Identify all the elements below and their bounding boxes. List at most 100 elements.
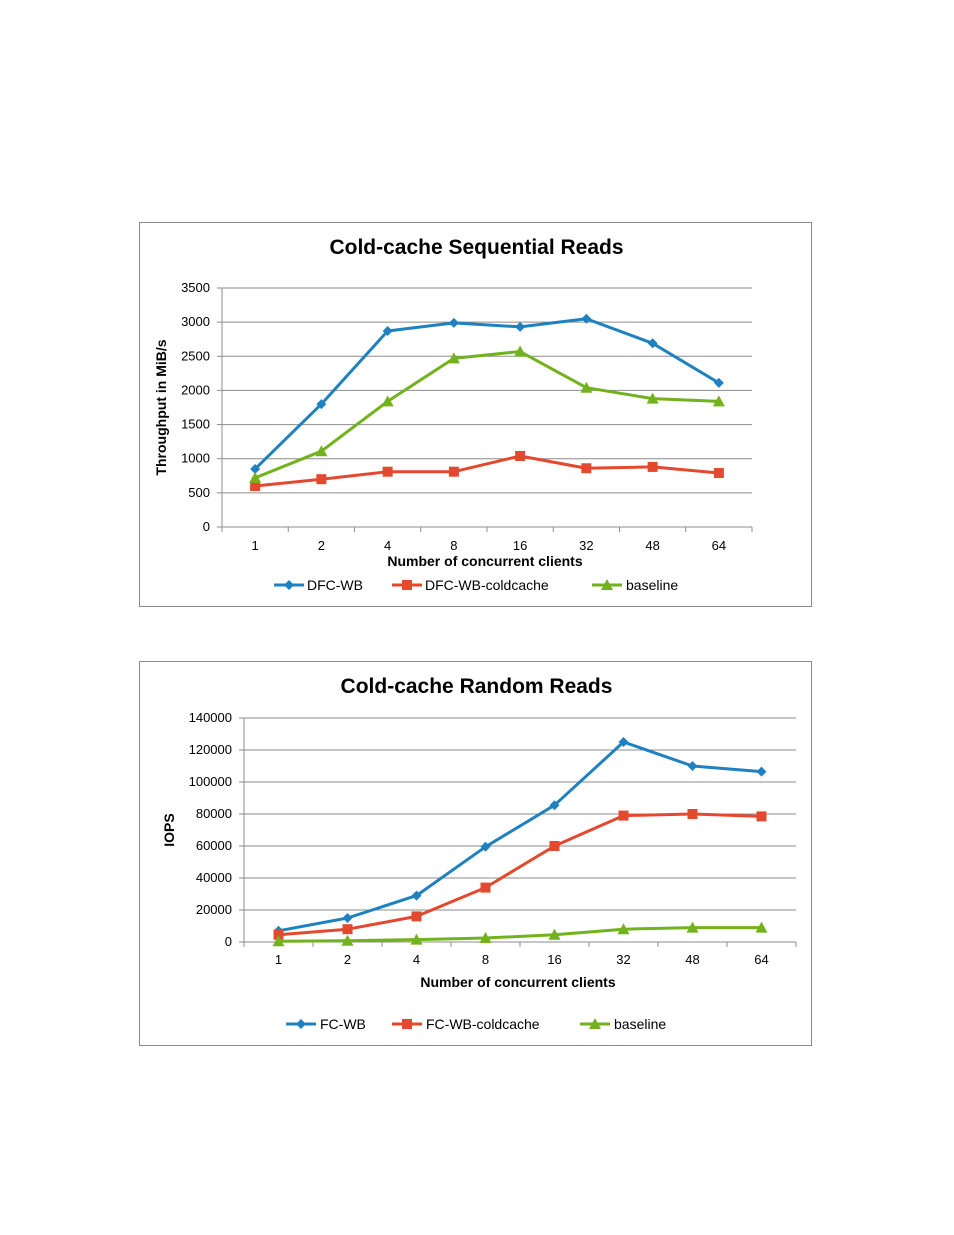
y-axis-label: Throughput in MiB/s [153,339,169,475]
x-tick-label: 16 [513,538,527,553]
x-tick-label: 2 [344,952,351,967]
data-point [411,890,422,901]
legend-marker [284,580,294,590]
data-point [272,935,285,947]
series-fc-wb [273,737,767,936]
legend-item: DFC-WB-coldcache [392,577,549,593]
data-point [687,809,698,819]
legend-label: DFC-WB-coldcache [425,577,549,593]
data-point [448,466,459,477]
data-point [447,352,460,364]
data-point [712,395,725,407]
y-tick-label: 500 [188,485,210,500]
data-point [514,345,527,357]
y-tick-label: 0 [225,934,232,949]
data-point [479,932,492,943]
legend-label: baseline [626,577,678,593]
legend-item: FC-WB [286,1016,366,1032]
data-point [273,929,284,940]
data-point [755,921,768,933]
data-point [647,461,658,472]
data-point [713,377,724,388]
data-point [647,338,658,349]
data-point [756,766,767,777]
data-point [342,913,353,923]
x-tick-label: 1 [275,952,282,967]
data-point [250,463,261,474]
y-tick-label: 0 [203,519,210,534]
x-tick-label: 4 [413,952,420,967]
legend-item: baseline [580,1016,666,1032]
chart-sequential-reads: Cold-cache Sequential Reads 0 500 1000 1500 2… [139,222,812,607]
x-tick-label: 48 [645,538,659,553]
x-tick-label: 16 [547,952,561,967]
y-tick-label: 1000 [181,451,210,466]
data-point [480,882,491,893]
data-point [249,471,262,483]
series-dfc-wb-coldcache [250,450,724,492]
series-dfc-wb [250,313,724,474]
x-axis-label: Number of concurrent clients [420,974,615,990]
x-axis-label: Number of concurrent clients [387,553,582,569]
x-tick-label: 64 [712,538,726,553]
y-tick-label: 2500 [181,348,210,363]
data-point [410,933,423,945]
legend-item: FC-WB-coldcache [392,1016,540,1032]
series-line [253,317,721,471]
y-tick-label: 20000 [196,902,232,917]
legend-marker [402,580,412,590]
legend-label: DFC-WB [307,577,363,593]
data-point [448,317,459,328]
data-point [686,921,699,933]
x-tick-label: 8 [450,538,457,553]
data-point [315,445,328,457]
data-point [618,737,629,747]
y-tick-label: 140000 [189,710,232,725]
data-point [617,923,630,935]
data-point [342,924,353,935]
y-tick-label: 3500 [181,280,210,295]
y-tick-label: 100000 [189,774,232,789]
legend-marker [402,1019,412,1029]
data-point [411,911,422,922]
data-point [382,466,393,477]
data-point [756,811,767,822]
data-point [713,468,724,479]
chart-random-reads: Cold-cache Random Reads 0 20000 40000 60000 8… [139,661,812,1046]
legend-marker [296,1019,306,1029]
x-tick-label: 32 [616,952,630,967]
y-tick-label: 2000 [181,382,210,397]
data-point [581,463,592,474]
series-baseline [272,921,768,947]
data-point [515,321,526,332]
data-point [381,395,394,407]
chart-title: Cold-cache Random Reads [341,675,613,698]
series-baseline [249,345,725,483]
series-line [277,926,763,943]
data-point [250,481,261,492]
series-fc-wb-coldcache [273,809,767,940]
data-point [581,313,592,324]
series-line [253,350,721,480]
data-point [580,381,593,393]
sequential-reads-svg: Cold-cache Sequential Reads 0 500 1000 1500 2… [153,236,753,593]
x-tick-label: 48 [685,952,699,967]
x-tick-label: 1 [252,538,259,553]
y-tick-label: 40000 [196,870,232,885]
y-tick-label: 3000 [181,314,210,329]
data-point [316,474,327,485]
legend-label: FC-WB [320,1016,366,1032]
data-point [341,934,354,946]
data-point [618,810,629,821]
y-tick-label: 80000 [196,806,232,821]
data-point [548,928,561,940]
series-line [277,812,763,937]
x-tick-label: 2 [318,538,325,553]
x-tick-label: 4 [384,538,391,553]
legend-marker [601,579,613,590]
data-point [549,800,560,811]
data-point [316,399,327,410]
legend-marker [589,1018,601,1029]
x-tick-label: 64 [754,952,768,967]
legend-item: baseline [592,577,678,593]
